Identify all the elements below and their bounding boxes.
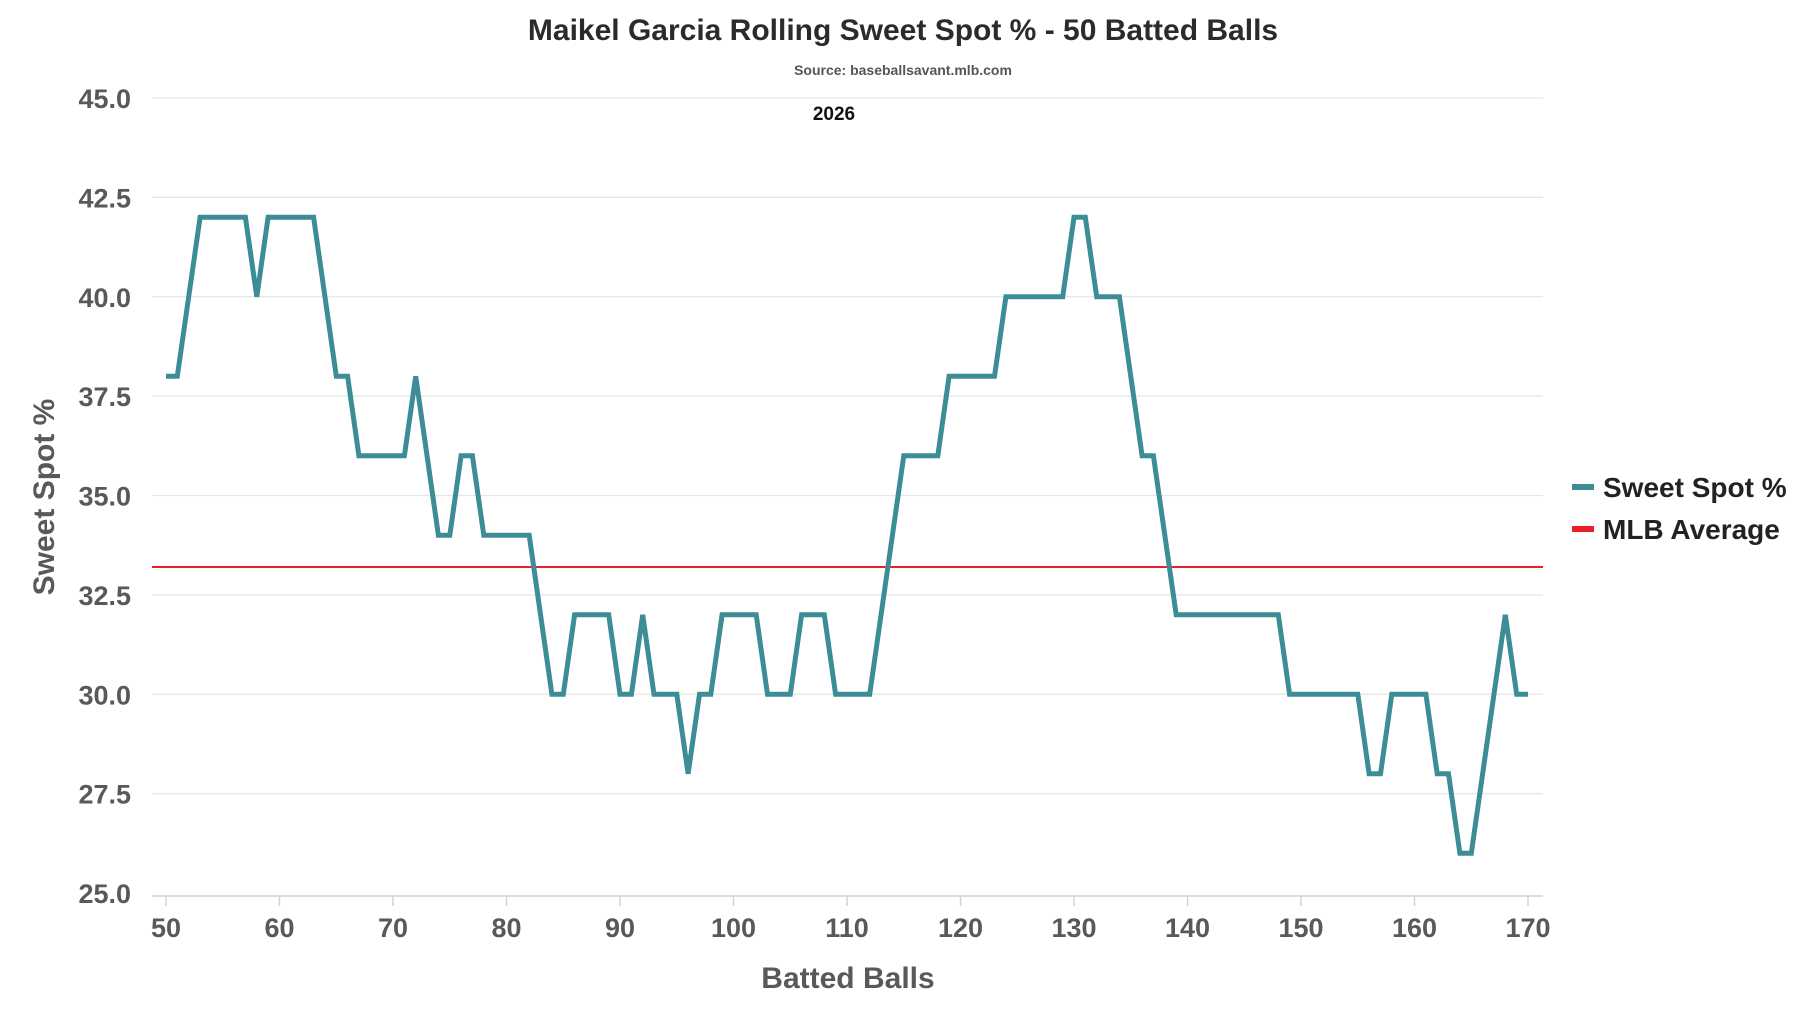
y-axis-label: Sweet Spot %	[28, 399, 61, 596]
y-tick-label: 45.0	[78, 84, 131, 114]
x-tick-label: 80	[491, 913, 521, 943]
x-tick-label: 130	[1051, 913, 1096, 943]
x-axis-label: Batted Balls	[761, 962, 934, 995]
gridlines	[152, 97, 1543, 795]
legend-swatch	[1572, 526, 1594, 532]
y-tick-label: 30.0	[78, 680, 131, 710]
x-tick-label: 110	[825, 913, 869, 943]
x-tick-label: 50	[151, 913, 181, 943]
x-tick-label: 100	[711, 913, 756, 943]
x-tick-label: 60	[264, 913, 294, 943]
y-tick-label: 37.5	[78, 382, 131, 412]
legend[interactable]: Sweet Spot % MLB Average	[1572, 472, 1787, 545]
chart-title: Maikel Garcia Rolling Sweet Spot % - 50 …	[528, 14, 1278, 47]
x-tick-label: 90	[605, 913, 635, 943]
series-layer	[152, 214, 1543, 856]
x-tick-label: 160	[1392, 913, 1437, 943]
y-tick-label: 27.5	[78, 780, 131, 810]
legend-swatch	[1572, 484, 1594, 490]
chart-subtitle: Source: baseballsavant.mlb.com	[794, 62, 1012, 78]
sweet-spot-series-line	[166, 214, 1528, 856]
legend-item[interactable]: MLB Average	[1572, 514, 1780, 545]
x-tick-label: 150	[1278, 913, 1323, 943]
x-tick-label: 70	[378, 913, 408, 943]
y-tick-label: 42.5	[78, 183, 131, 213]
y-axis-ticks: 25.0 27.5 30.0 32.5 35.0 37.5 40.0 42.5 45.0	[78, 84, 131, 909]
x-tick-label: 140	[1165, 913, 1210, 943]
x-tick-label: 170	[1505, 913, 1550, 943]
y-tick-label: 40.0	[78, 283, 131, 313]
x-axis-ticks: 50 60 70 80 90 100 110 120 130 140 150 160 170	[151, 896, 1551, 943]
legend-label: Sweet Spot %	[1603, 472, 1787, 503]
year-annotation: 2026	[813, 104, 855, 125]
legend-item[interactable]: Sweet Spot %	[1572, 472, 1787, 503]
y-tick-label: 25.0	[78, 879, 131, 909]
y-tick-label: 35.0	[78, 482, 131, 512]
x-tick-label: 120	[938, 913, 983, 943]
legend-label: MLB Average	[1603, 514, 1780, 545]
y-tick-label: 32.5	[78, 581, 131, 611]
